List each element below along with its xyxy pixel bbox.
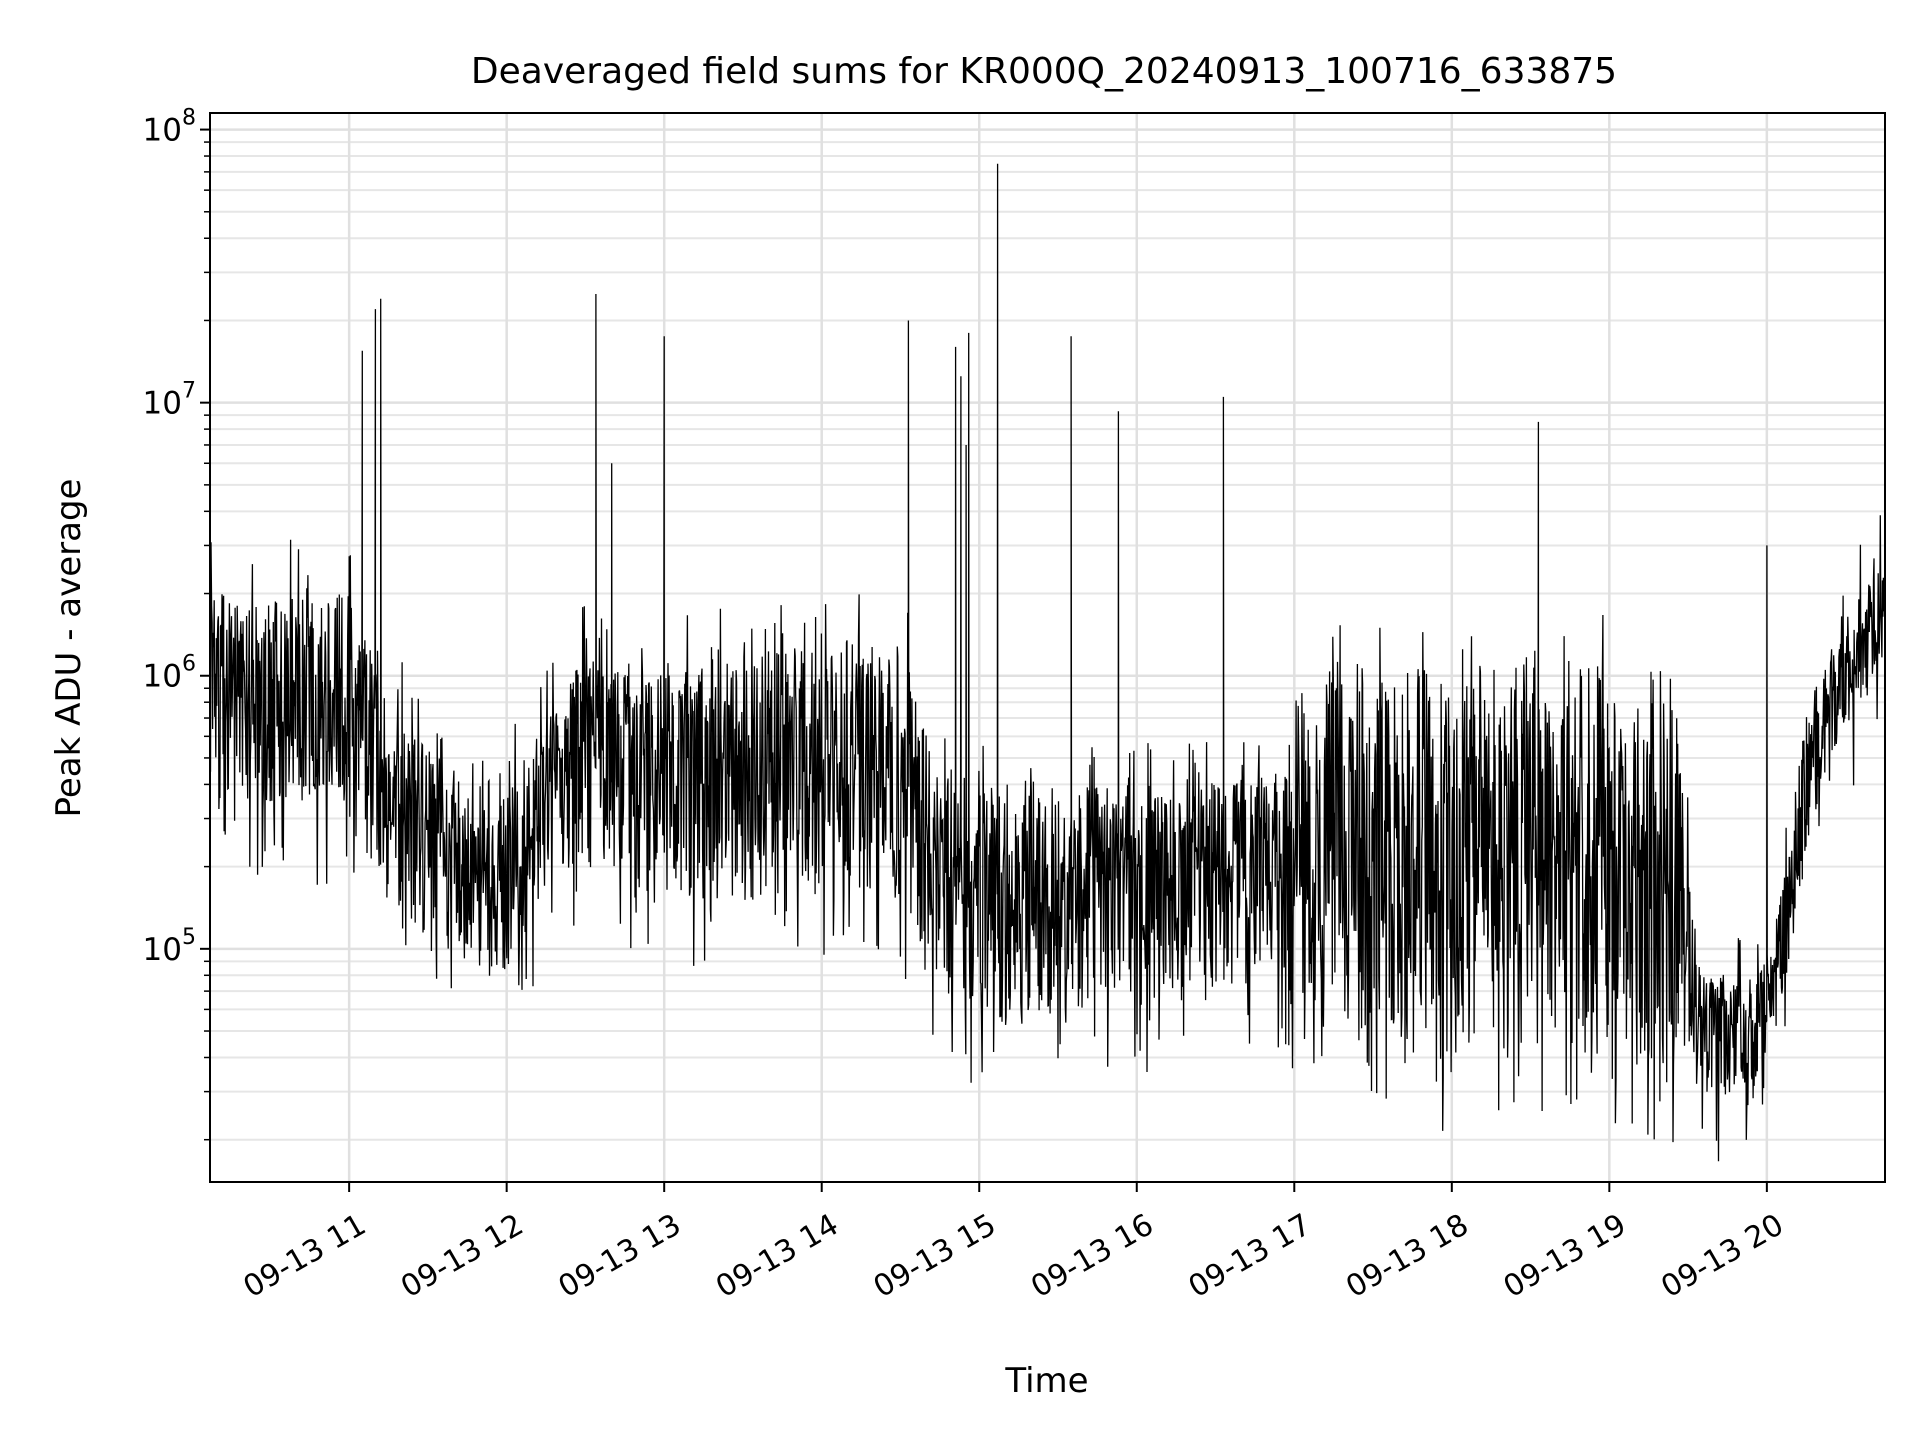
chart-title: Deaveraged field sums for KR000Q_2024091… <box>471 51 1617 92</box>
series-line <box>210 163 1885 1162</box>
y-axis-label: Peak ADU - average <box>49 479 89 818</box>
plot-area <box>210 163 1885 1162</box>
y-tick-label: 105 <box>143 925 196 968</box>
axes-frame <box>209 112 1886 1183</box>
x-axis-label: Time <box>1004 1361 1088 1401</box>
